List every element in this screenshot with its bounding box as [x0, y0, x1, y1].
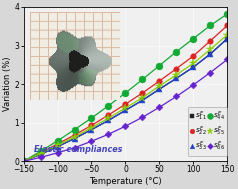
X-axis label: Temperature (°C): Temperature (°C) [89, 177, 162, 186]
Y-axis label: Variation (%): Variation (%) [4, 57, 12, 111]
Text: Elastic compliances: Elastic compliances [34, 145, 122, 154]
Legend: $s^E_{11}$, $s^E_{22}$, $s^E_{33}$, $s^E_{44}$, $s^E_{55}$, $s^E_{66}$: $s^E_{11}$, $s^E_{22}$, $s^E_{33}$, $s^E… [188, 108, 227, 156]
